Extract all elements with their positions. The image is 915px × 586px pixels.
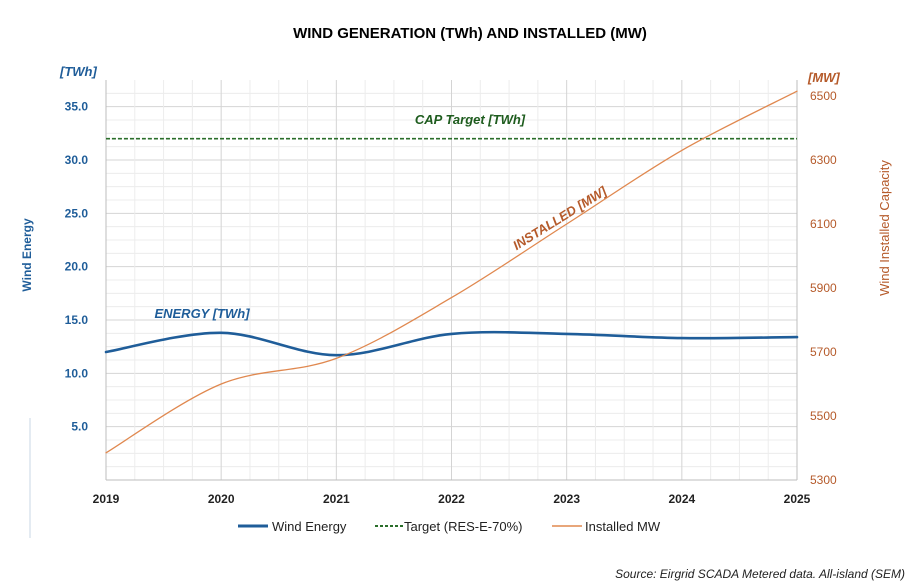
right-axis-unit: [MW] xyxy=(807,70,840,85)
legend-label-target: Target (RES-E-70%) xyxy=(404,519,522,534)
left-tick-label: 25.0 xyxy=(65,206,89,220)
right-tick-label: 6100 xyxy=(810,217,837,231)
right-axis-label: Wind Installed Capacity xyxy=(877,160,892,296)
right-tick-label: 5300 xyxy=(810,473,837,487)
right-tick-label: 5700 xyxy=(810,345,837,359)
installed-annotation: INSTALLED [MW] xyxy=(510,183,610,253)
left-tick-label: 35.0 xyxy=(65,100,89,114)
right-tick-label: 5900 xyxy=(810,281,837,295)
x-tick-label: 2023 xyxy=(553,492,580,506)
left-tick-label: 10.0 xyxy=(65,366,89,380)
left-tick-label: 30.0 xyxy=(65,153,89,167)
left-axis-label: Wind Energy xyxy=(20,218,34,292)
series-installed xyxy=(105,90,798,454)
legend: Wind Energy Target (RES-E-70%) Installed… xyxy=(238,519,661,534)
x-tick-label: 2025 xyxy=(784,492,811,506)
x-tick-label: 2022 xyxy=(438,492,465,506)
x-tick-label: 2019 xyxy=(93,492,120,506)
chart-title: WIND GENERATION (TWh) AND INSTALLED (MW) xyxy=(293,25,647,42)
right-tick-label: 6300 xyxy=(810,153,837,167)
series-lines xyxy=(104,90,799,454)
x-tick-label: 2020 xyxy=(208,492,235,506)
right-tick-label: 6500 xyxy=(810,89,837,103)
right-tick-label: 5500 xyxy=(810,409,837,423)
target-annotation: CAP Target [TWh] xyxy=(415,112,526,127)
legend-label-wind-energy: Wind Energy xyxy=(272,519,347,534)
x-tick-label: 2021 xyxy=(323,492,350,506)
source-note: Source: Eirgrid SCADA Metered data. All-… xyxy=(615,567,905,581)
gridlines xyxy=(105,80,798,481)
x-tick-label: 2024 xyxy=(668,492,695,506)
series-wind-energy xyxy=(104,330,799,357)
left-tick-label: 5.0 xyxy=(71,420,88,434)
energy-annotation: ENERGY [TWh] xyxy=(154,306,250,321)
left-axis-unit: [TWh] xyxy=(59,64,97,79)
left-tick-label: 20.0 xyxy=(65,260,89,274)
left-axis-ticks: 5.0 10.0 15.0 20.0 25.0 30.0 35.0 xyxy=(65,100,89,434)
right-axis-ticks: 5300 5500 5700 5900 6100 6300 6500 xyxy=(810,89,837,487)
x-axis-ticks: 2019 2020 2021 2022 2023 2024 2025 xyxy=(93,492,811,506)
legend-label-installed: Installed MW xyxy=(585,519,661,534)
left-tick-label: 15.0 xyxy=(65,313,89,327)
